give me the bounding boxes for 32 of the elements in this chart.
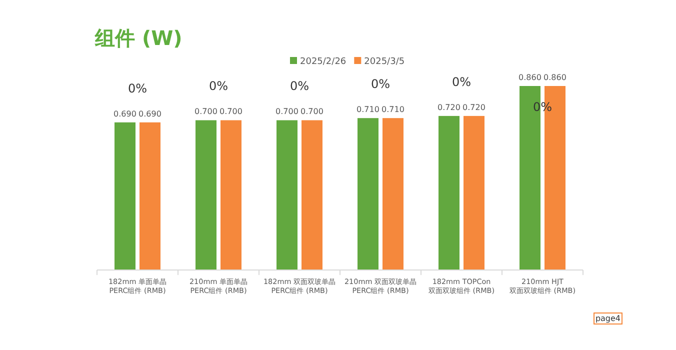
bar [382,118,404,270]
data-label: 0.690 [114,109,136,118]
data-label: 0.700 [194,107,218,116]
bar [114,122,136,270]
data-label: 0.690 [138,109,162,118]
data-label: 0.700 [300,107,324,116]
bar [464,116,484,270]
bar [140,122,160,270]
legend-label: 2025/3/5 [364,57,405,67]
annotation: 0% [532,100,552,114]
data-label: 0.700 [220,107,242,116]
annotation: 0% [128,81,148,96]
annotation: 0% [208,79,228,94]
text: page4 [595,314,621,323]
bar [438,116,460,270]
annotation: 0% [370,77,390,92]
data-label: 0.860 [518,73,542,82]
data-label: 0.720 [462,102,486,112]
data-label: 0.710 [382,105,404,114]
annotation: 0% [290,79,310,94]
annotation: 0% [452,74,472,89]
bar [196,120,216,270]
bar [276,120,298,270]
bar [358,118,378,270]
chart-title: 组件 (W) [94,26,182,50]
bar [302,120,322,270]
legend-label: 2025/2/26 [300,57,346,67]
bar [220,120,242,270]
data-label: 0.700 [276,107,298,116]
data-label: 0.720 [438,102,460,112]
data-label: 0.710 [356,105,380,114]
data-label: 0.860 [544,73,566,82]
